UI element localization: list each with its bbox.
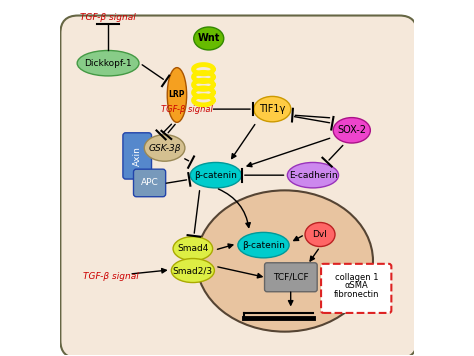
Text: LRP: LRP xyxy=(169,90,185,99)
Ellipse shape xyxy=(190,162,241,188)
FancyBboxPatch shape xyxy=(60,16,417,356)
Text: TGF-β signal: TGF-β signal xyxy=(80,13,136,22)
Ellipse shape xyxy=(171,258,214,283)
Ellipse shape xyxy=(196,190,373,332)
Text: SOX-2: SOX-2 xyxy=(337,125,366,135)
Text: TGF-β signal: TGF-β signal xyxy=(83,272,139,281)
Ellipse shape xyxy=(173,237,213,261)
Ellipse shape xyxy=(167,68,187,122)
Text: TIF1γ: TIF1γ xyxy=(259,104,285,114)
Text: APC: APC xyxy=(140,178,158,188)
Text: Smad4: Smad4 xyxy=(177,244,209,253)
Text: TGF-β signal: TGF-β signal xyxy=(161,105,213,114)
FancyBboxPatch shape xyxy=(264,263,317,292)
Text: fibronectin: fibronectin xyxy=(334,290,379,299)
Text: αSMA: αSMA xyxy=(345,281,368,290)
FancyBboxPatch shape xyxy=(123,133,152,179)
Text: collagen 1: collagen 1 xyxy=(335,273,378,282)
Ellipse shape xyxy=(305,222,335,246)
Text: β-catenin: β-catenin xyxy=(242,241,285,250)
Ellipse shape xyxy=(194,27,224,50)
Ellipse shape xyxy=(144,135,185,161)
Ellipse shape xyxy=(254,96,291,122)
Text: β-catenin: β-catenin xyxy=(194,171,237,180)
Ellipse shape xyxy=(333,117,370,143)
Text: Dickkopf-1: Dickkopf-1 xyxy=(84,59,132,68)
Text: GSK-3β: GSK-3β xyxy=(148,144,181,153)
Text: Axin: Axin xyxy=(133,146,142,166)
FancyBboxPatch shape xyxy=(321,264,392,313)
Ellipse shape xyxy=(238,232,289,258)
Text: TCF/LCF: TCF/LCF xyxy=(273,273,309,282)
Ellipse shape xyxy=(287,162,338,188)
Text: Wnt: Wnt xyxy=(198,33,220,43)
Text: Smad2/3: Smad2/3 xyxy=(173,266,213,275)
Ellipse shape xyxy=(77,51,139,76)
FancyBboxPatch shape xyxy=(134,169,165,197)
Text: E-cadherin: E-cadherin xyxy=(289,171,337,180)
Text: Dvl: Dvl xyxy=(312,230,328,239)
